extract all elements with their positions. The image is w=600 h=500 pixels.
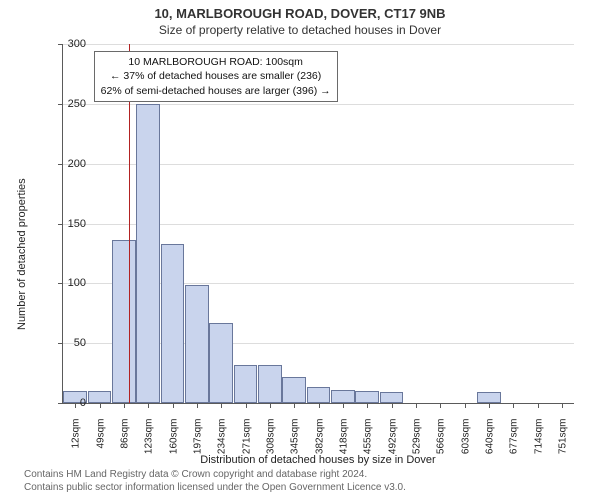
xtick-label: 418sqm (338, 419, 349, 469)
xtick-mark (343, 403, 344, 408)
annotation-line: 10 MARLBOROUGH ROAD: 100sqm (101, 55, 331, 69)
histogram-bar (161, 244, 185, 403)
xtick-mark (367, 403, 368, 408)
xtick-mark (513, 403, 514, 408)
xtick-mark (489, 403, 490, 408)
credit-line-2: Contains public sector information licen… (24, 482, 406, 495)
ytick-label: 250 (46, 98, 86, 110)
chart-subtitle: Size of property relative to detached ho… (0, 21, 600, 37)
ytick-label: 50 (46, 337, 86, 349)
xtick-label: 677sqm (509, 419, 520, 469)
xtick-label: 123sqm (144, 419, 155, 469)
xtick-label: 197sqm (192, 419, 203, 469)
xtick-mark (294, 403, 295, 408)
xtick-label: 640sqm (484, 419, 495, 469)
xtick-mark (562, 403, 563, 408)
xtick-label: 492sqm (387, 419, 398, 469)
histogram-bar (477, 392, 501, 403)
histogram-bar (112, 240, 136, 403)
credit-text: Contains HM Land Registry data © Crown c… (24, 469, 406, 494)
xtick-label: 12sqm (71, 419, 82, 469)
xtick-label: 234sqm (217, 419, 228, 469)
histogram-bar (234, 365, 258, 403)
xtick-mark (221, 403, 222, 408)
xtick-mark (465, 403, 466, 408)
annotation-line: ← 37% of detached houses are smaller (23… (101, 69, 331, 83)
ytick-label: 150 (46, 218, 86, 230)
y-axis-label: Number of detached properties (16, 178, 28, 330)
histogram-bar (209, 323, 233, 403)
xtick-mark (538, 403, 539, 408)
xtick-mark (173, 403, 174, 408)
xtick-label: 603sqm (460, 419, 471, 469)
xtick-mark (319, 403, 320, 408)
xtick-label: 382sqm (314, 419, 325, 469)
histogram-bar (380, 392, 404, 403)
ytick-label: 300 (46, 38, 86, 50)
plot-area: 10 MARLBOROUGH ROAD: 100sqm← 37% of deta… (62, 44, 574, 404)
xtick-label: 308sqm (265, 419, 276, 469)
gridline (63, 44, 574, 45)
xtick-label: 86sqm (119, 419, 130, 469)
xtick-label: 529sqm (411, 419, 422, 469)
xtick-label: 345sqm (290, 419, 301, 469)
xtick-mark (197, 403, 198, 408)
xtick-mark (416, 403, 417, 408)
ytick-label: 0 (46, 397, 86, 409)
credit-line-1: Contains HM Land Registry data © Crown c… (24, 469, 406, 482)
xtick-label: 49sqm (95, 419, 106, 469)
xtick-label: 751sqm (557, 419, 568, 469)
xtick-mark (246, 403, 247, 408)
histogram-bar (185, 285, 209, 403)
chart-title: 10, MARLBOROUGH ROAD, DOVER, CT17 9NB (0, 0, 600, 21)
histogram-bar (258, 365, 282, 403)
ytick-label: 200 (46, 158, 86, 170)
annotation-box: 10 MARLBOROUGH ROAD: 100sqm← 37% of deta… (94, 51, 338, 102)
histogram-bar (88, 391, 112, 403)
histogram-bar (136, 104, 160, 403)
histogram-bar (355, 391, 379, 403)
histogram-bar (307, 387, 331, 403)
xtick-mark (392, 403, 393, 408)
xtick-label: 566sqm (436, 419, 447, 469)
annotation-line: 62% of semi-detached houses are larger (… (101, 84, 331, 98)
xtick-mark (124, 403, 125, 408)
xtick-mark (270, 403, 271, 408)
xtick-label: 455sqm (363, 419, 374, 469)
xtick-mark (100, 403, 101, 408)
xtick-mark (440, 403, 441, 408)
xtick-label: 271sqm (241, 419, 252, 469)
histogram-bar (282, 377, 306, 403)
xtick-label: 160sqm (168, 419, 179, 469)
chart-container: { "title": "10, MARLBOROUGH ROAD, DOVER,… (0, 0, 600, 500)
ytick-label: 100 (46, 277, 86, 289)
xtick-label: 714sqm (533, 419, 544, 469)
xtick-mark (148, 403, 149, 408)
histogram-bar (331, 390, 355, 403)
